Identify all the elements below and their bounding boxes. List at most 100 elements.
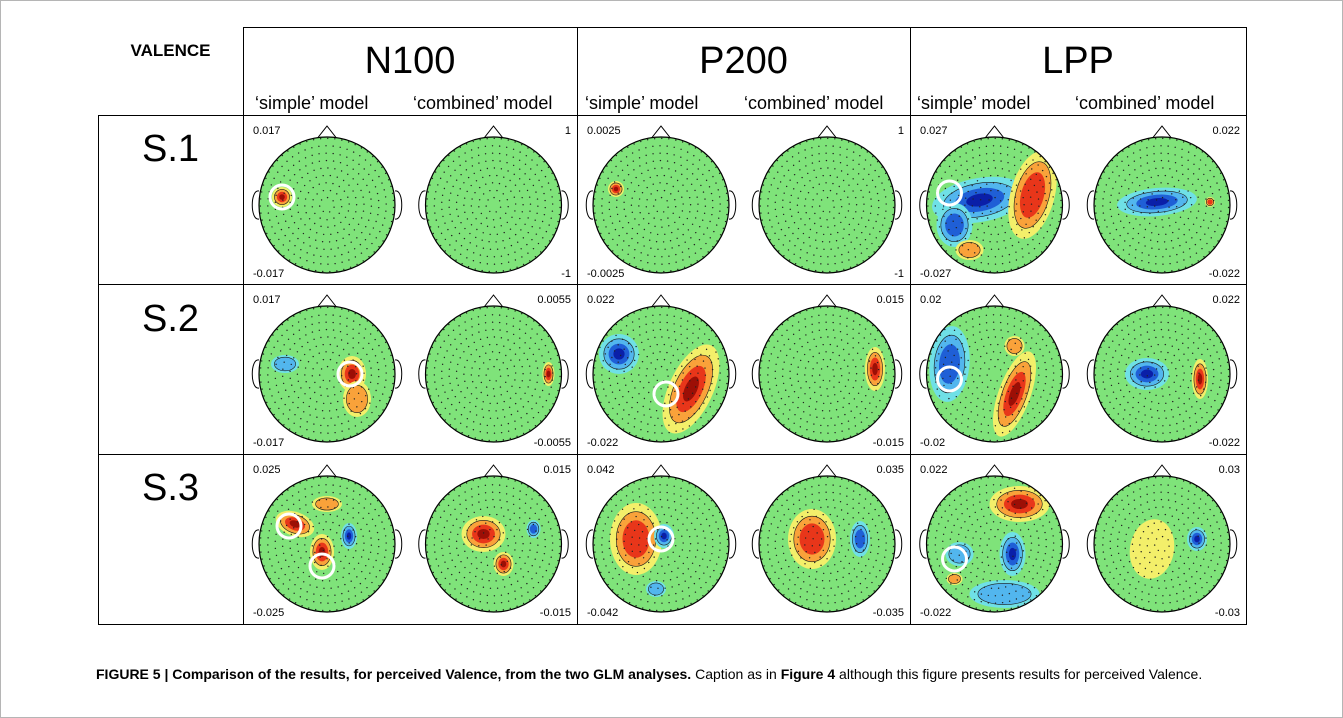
electrode-dot bbox=[370, 544, 373, 546]
electrode-dot bbox=[862, 178, 864, 181]
electrode-dot bbox=[1035, 342, 1038, 345]
electrode-dot bbox=[990, 189, 992, 192]
electrode-dot bbox=[799, 143, 801, 145]
electrode-dot bbox=[794, 245, 796, 247]
electrode-dot bbox=[287, 489, 289, 491]
electrode-dot bbox=[788, 226, 790, 229]
electrode-dot bbox=[458, 495, 460, 497]
electrode-dot bbox=[676, 237, 678, 239]
electrode-dot bbox=[498, 491, 501, 494]
electrode-dot bbox=[292, 401, 294, 404]
electrode-dot bbox=[837, 231, 839, 234]
electrode-dot bbox=[869, 212, 872, 215]
electrode-dot bbox=[369, 551, 372, 554]
electrode-dot bbox=[330, 233, 332, 236]
electrode-dot bbox=[822, 439, 824, 442]
electrode-dot bbox=[829, 270, 831, 273]
electrode-dot bbox=[1199, 408, 1202, 410]
electrode-dot bbox=[666, 145, 668, 147]
electrode-dot bbox=[1227, 368, 1230, 371]
electrode-dot bbox=[596, 353, 599, 355]
electrode-dot bbox=[447, 334, 450, 337]
electrode-dot bbox=[1008, 253, 1011, 256]
electrode-dot bbox=[690, 352, 693, 354]
electrode-dot bbox=[627, 357, 629, 359]
electrode-dot bbox=[282, 413, 285, 415]
electrode-dot bbox=[470, 184, 472, 187]
electrode-dot bbox=[541, 220, 544, 223]
electrode-dot bbox=[297, 550, 300, 553]
electrode-dot bbox=[662, 241, 665, 243]
electrode-dot bbox=[487, 538, 489, 540]
positive-activation-region bbox=[546, 370, 551, 378]
electrode-dot bbox=[281, 323, 284, 326]
electrode-dot bbox=[1155, 424, 1157, 427]
electrode-dot bbox=[1028, 252, 1030, 254]
electrode-dot bbox=[332, 491, 334, 494]
electrode-dot bbox=[1157, 233, 1160, 236]
electrode-dot bbox=[551, 196, 553, 198]
electrode-dot bbox=[777, 510, 779, 512]
electrode-dot bbox=[300, 218, 302, 220]
electrode-dot bbox=[602, 340, 604, 342]
electrode-dot bbox=[356, 406, 358, 408]
electrode-dot bbox=[1060, 206, 1062, 209]
electrode-dot bbox=[623, 208, 625, 211]
electrode-dot bbox=[294, 432, 297, 434]
electrode-dot bbox=[536, 212, 538, 215]
electrode-dot bbox=[878, 246, 880, 248]
electrode-dot bbox=[476, 228, 478, 231]
electrode-dot bbox=[862, 535, 864, 537]
electrode-dot bbox=[486, 394, 489, 397]
electrode-dot bbox=[326, 388, 328, 390]
electrode-dot bbox=[1030, 260, 1032, 262]
electrode-dot bbox=[378, 585, 380, 587]
electrode-dot bbox=[811, 545, 814, 547]
electrode-dot bbox=[818, 183, 820, 185]
electrode-dot bbox=[759, 374, 762, 376]
electrode-dot bbox=[964, 237, 967, 240]
electrode-dot bbox=[466, 359, 468, 362]
electrode-dot bbox=[385, 549, 387, 551]
electrode-dot bbox=[433, 198, 436, 200]
electrode-dot bbox=[1095, 212, 1097, 214]
electrode-dot bbox=[771, 395, 773, 397]
electrode-dot bbox=[355, 373, 358, 375]
electrode-dot bbox=[611, 526, 613, 529]
electrode-dot bbox=[935, 171, 938, 173]
electrode-dot bbox=[619, 185, 622, 188]
electrode-dot bbox=[717, 189, 719, 191]
electrode-dot bbox=[1183, 223, 1186, 226]
electrode-dot bbox=[640, 428, 642, 431]
electrode-dot bbox=[678, 244, 680, 247]
electrode-dot bbox=[985, 145, 988, 148]
electrode-dot bbox=[439, 177, 442, 180]
electrode-dot bbox=[833, 206, 835, 208]
electrode-dot bbox=[294, 584, 296, 586]
electrode-dot bbox=[989, 439, 991, 442]
electrode-dot bbox=[982, 438, 984, 441]
electrode-dot bbox=[477, 493, 480, 496]
electrode-dot bbox=[759, 544, 762, 546]
electrode-dot bbox=[272, 334, 274, 336]
electrode-dot bbox=[987, 336, 990, 339]
electrode-dot bbox=[832, 369, 834, 371]
electrode-dot bbox=[1219, 196, 1222, 198]
electrode-dot bbox=[673, 501, 676, 503]
electrode-dot bbox=[271, 226, 273, 228]
electrode-dot bbox=[334, 594, 336, 596]
electrode-dot bbox=[772, 504, 774, 506]
electrode-dot bbox=[639, 334, 641, 336]
electrode-dot bbox=[702, 558, 704, 560]
electrode-dot bbox=[514, 379, 516, 381]
topomap-r2-c1 bbox=[251, 294, 403, 443]
electrode-dot bbox=[659, 145, 661, 147]
electrode-dot bbox=[703, 503, 706, 505]
electrode-dot bbox=[1226, 361, 1229, 364]
electrode-dot bbox=[316, 416, 318, 418]
electrode-dot bbox=[682, 259, 684, 261]
electrode-dot bbox=[945, 250, 947, 252]
electrode-dot bbox=[673, 323, 675, 325]
electrode-dot bbox=[554, 179, 556, 181]
electrode-dot bbox=[1020, 320, 1022, 322]
